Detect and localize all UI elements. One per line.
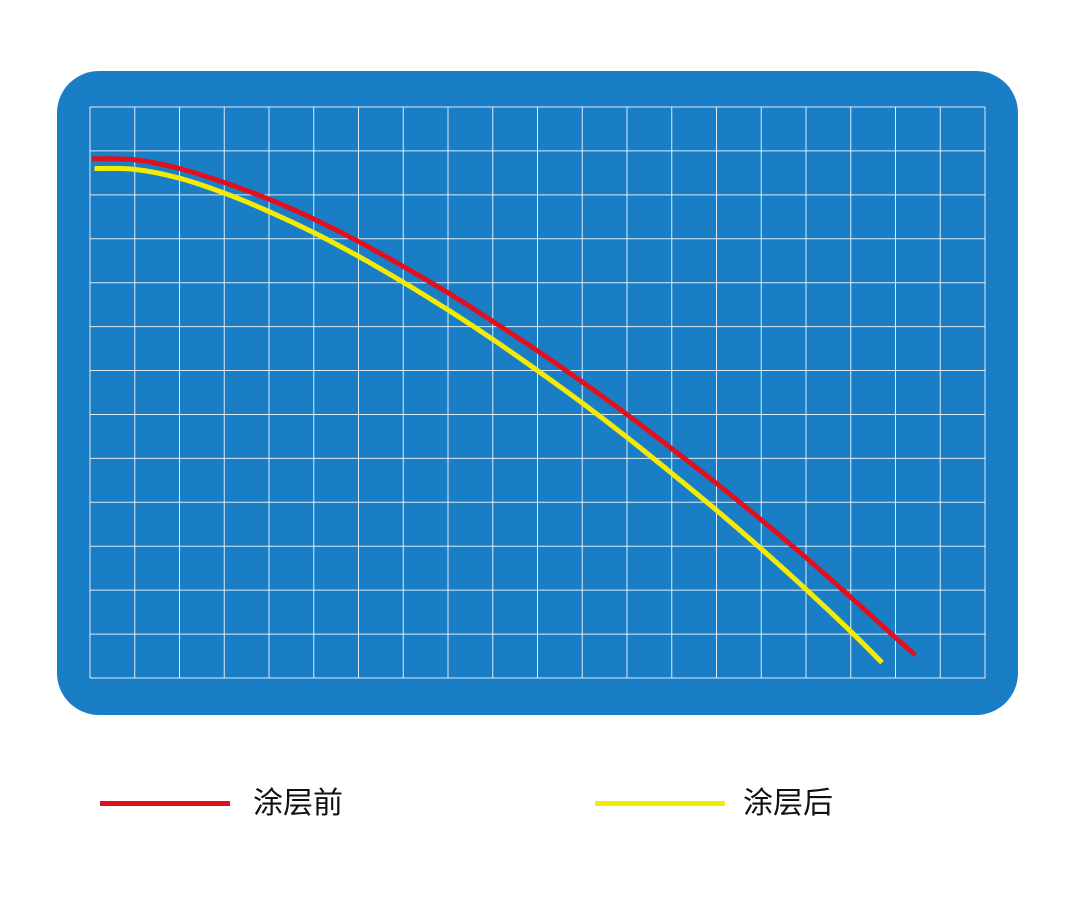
legend-label-before: 涂层前 (253, 786, 343, 821)
legend-swatch-after (595, 801, 725, 806)
legend-swatch-before (100, 801, 230, 806)
series-line-after (94, 165, 884, 665)
legend-item-after: 涂层后 (595, 780, 855, 830)
series-line-before (92, 156, 918, 658)
legend-item-before: 涂层前 (100, 780, 360, 830)
series-lines (92, 156, 918, 665)
legend-label-after: 涂层后 (743, 786, 833, 821)
